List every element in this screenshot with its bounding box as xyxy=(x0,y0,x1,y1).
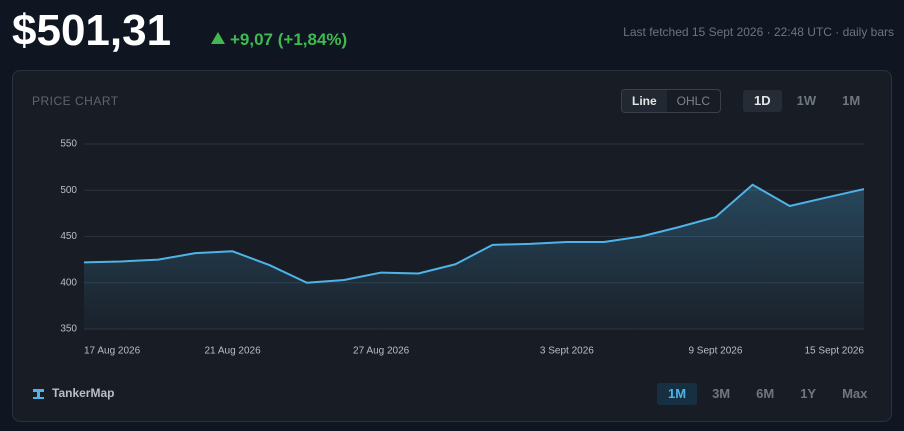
interval-button[interactable]: 1M xyxy=(842,93,861,108)
range-button[interactable]: Max xyxy=(842,386,868,401)
brand-logo xyxy=(33,389,44,399)
range-button[interactable]: 1M xyxy=(657,383,698,405)
range-button[interactable]: 3M xyxy=(712,386,731,401)
range-button[interactable]: 1Y xyxy=(800,386,817,401)
price: $501,31 xyxy=(12,6,172,55)
brand: TankerMap xyxy=(52,386,115,400)
mode-button[interactable]: Line xyxy=(622,90,667,112)
up-arrow xyxy=(211,32,225,44)
interval-button[interactable]: 1W xyxy=(796,93,817,108)
range-buttons: 1M 3M 6M 1Y Max xyxy=(657,383,878,405)
range-button[interactable]: 6M xyxy=(756,386,775,401)
mode-button[interactable]: OHLC xyxy=(676,94,711,108)
fetched-note: Last fetched 15 Sept 2026 · 22:48 UTC · … xyxy=(623,25,894,39)
price-change: +9,07 (+1,84%) xyxy=(230,30,348,49)
interval-button[interactable]: 1D xyxy=(743,90,782,112)
chart-label: PRICE CHART xyxy=(32,94,119,108)
chart-card xyxy=(12,70,892,422)
interval-buttons: 1D 1W 1M xyxy=(743,90,871,112)
mode-toggle: Line OHLC xyxy=(621,89,722,113)
